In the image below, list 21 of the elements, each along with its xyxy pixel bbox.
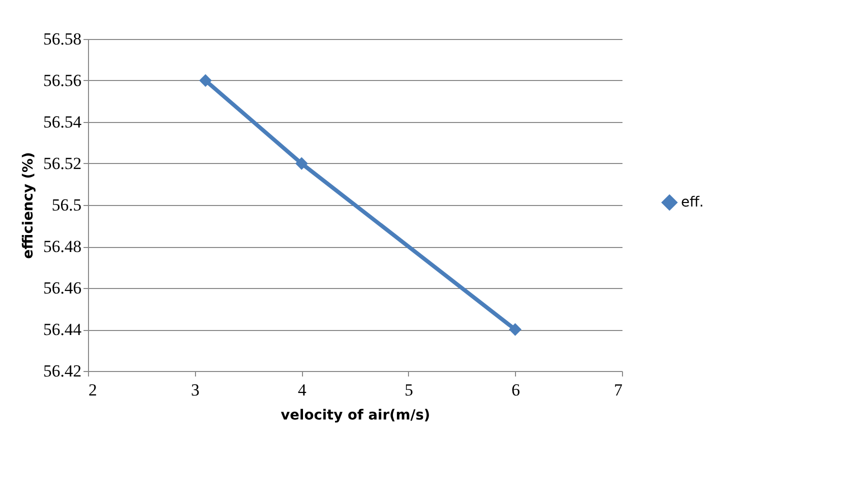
x-axis-title: velocity of air(m/s) — [280, 408, 430, 424]
x-tick-label: 3 — [191, 380, 200, 400]
y-tick-label: 56.52 — [43, 154, 82, 173]
y-tick-label: 56.54 — [43, 112, 82, 132]
x-tick-label: 6 — [511, 380, 520, 400]
y-axis-title: efficiency (%) — [20, 152, 36, 259]
x-tick-label: 4 — [298, 380, 307, 400]
x-tick-label: 2 — [88, 380, 97, 400]
point — [295, 157, 308, 170]
x-tick-label: 5 — [404, 380, 414, 400]
y-tick-label: 56.56 — [43, 71, 82, 90]
legend-label: eff. — [681, 194, 704, 210]
point — [199, 74, 212, 87]
point — [508, 323, 522, 336]
y-tick-label: 56.48 — [43, 237, 82, 256]
y-tick-label: 56.46 — [43, 278, 82, 298]
y-tick-label: 56.5 — [52, 196, 82, 214]
y-tick-label: 56.42 — [43, 362, 82, 380]
x-tick-label: 7 — [614, 380, 623, 400]
y-tick-label: 56.44 — [43, 320, 82, 339]
y-tick-label: 56.58 — [43, 30, 82, 48]
